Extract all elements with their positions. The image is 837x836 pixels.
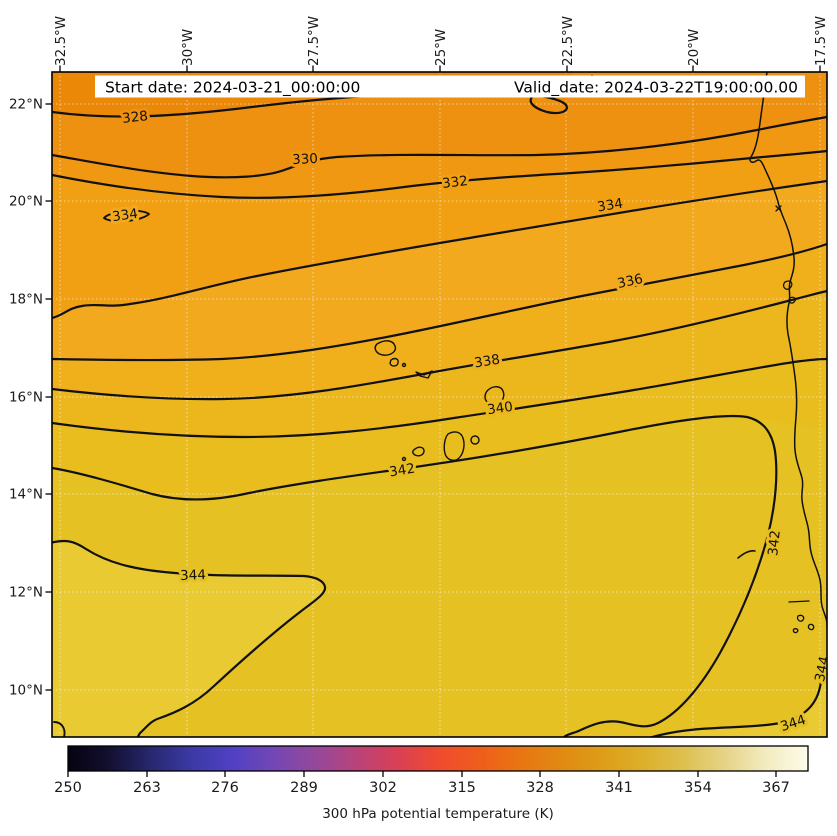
coastline-bijagos-islands	[792, 614, 815, 634]
lon-tick-label: 17.5°W	[813, 16, 829, 66]
colorbar-tick-label: 354	[684, 780, 712, 796]
graticule	[52, 72, 827, 737]
contour-334-closed	[103, 209, 150, 223]
map-area: Start date: 2024-03-21_00:00:00 Valid_da…	[52, 72, 827, 737]
colorbar-axis: 250 263 276 289 302 315 328 341 354 367	[54, 771, 790, 796]
lat-tick-label: 12°N	[9, 585, 43, 601]
latitude-axis: 22°N 20°N 18°N 16°N 14°N 12°N 10°N	[9, 97, 52, 699]
contour-330	[52, 115, 827, 179]
lat-tick-label: 16°N	[9, 390, 43, 406]
lon-tick-label: 32.5°W	[53, 16, 69, 66]
lon-tick-label: 22.5°W	[560, 16, 576, 66]
colorbar-tick-label: 341	[605, 780, 633, 796]
colorbar-label: 300 hPa potential temperature (K)	[322, 806, 554, 822]
contour-value-label: 330	[292, 151, 319, 168]
colorbar-tick-label: 263	[133, 780, 161, 796]
colorbar	[68, 746, 808, 771]
date-annotation-box	[95, 75, 805, 98]
lat-tick-label: 20°N	[9, 194, 43, 210]
colorbar-tick-label: 250	[54, 780, 82, 796]
contour-336	[52, 242, 827, 362]
coastline-cap-blanc-detail	[775, 205, 782, 212]
contour-342	[52, 414, 778, 737]
contour-334	[52, 179, 827, 320]
longitude-axis: 32.5°W 30°W 27.5°W 25°W 22.5°W 20°W 17.5°W	[53, 16, 829, 72]
contour-332	[52, 149, 827, 199]
lat-tick-label: 14°N	[9, 487, 43, 503]
lat-tick-label: 10°N	[9, 683, 43, 699]
colorbar-tick-label: 315	[448, 780, 476, 796]
contour-344-corner-arc	[53, 721, 66, 737]
contour-344-southeast	[648, 654, 827, 737]
lon-tick-label: 30°W	[180, 29, 196, 66]
lat-tick-label: 18°N	[9, 292, 43, 308]
contour-value-label: 328	[121, 108, 148, 127]
contour-344-southwest	[52, 539, 327, 737]
band-above-344-southeast	[658, 656, 827, 737]
contour-340	[52, 357, 827, 439]
colorbar-tick-label: 328	[526, 780, 554, 796]
contour-338	[52, 289, 827, 401]
lon-tick-label: 27.5°W	[306, 16, 322, 66]
colorbar-tick-label: 289	[290, 780, 318, 796]
lon-tick-label: 20°W	[686, 29, 702, 66]
coastline-west-africa	[749, 72, 827, 629]
band-above-344-southwest	[52, 541, 326, 737]
contour-value-label: 344	[180, 567, 206, 584]
lat-tick-label: 22°N	[9, 97, 43, 113]
colorbar-tick-label: 302	[369, 780, 397, 796]
colorbar-tick-label: 276	[211, 780, 239, 796]
colorbar-tick-label: 367	[762, 780, 790, 796]
coastline-arguin-islet	[782, 280, 796, 304]
start-date-label: Start date: 2024-03-21_00:00:00	[105, 79, 360, 98]
coastline-cap-vert	[737, 550, 756, 559]
cape-verde-islands	[374, 340, 505, 462]
contour-value-label: 342	[765, 529, 784, 556]
contour-value-label: 332	[441, 173, 469, 192]
coastline-gambia-river	[788, 600, 810, 603]
colorbar-border	[67, 745, 809, 772]
valid-date-label: Valid_date: 2024-03-22T19:00:00.00	[514, 79, 798, 98]
lon-tick-label: 25°W	[433, 29, 449, 66]
